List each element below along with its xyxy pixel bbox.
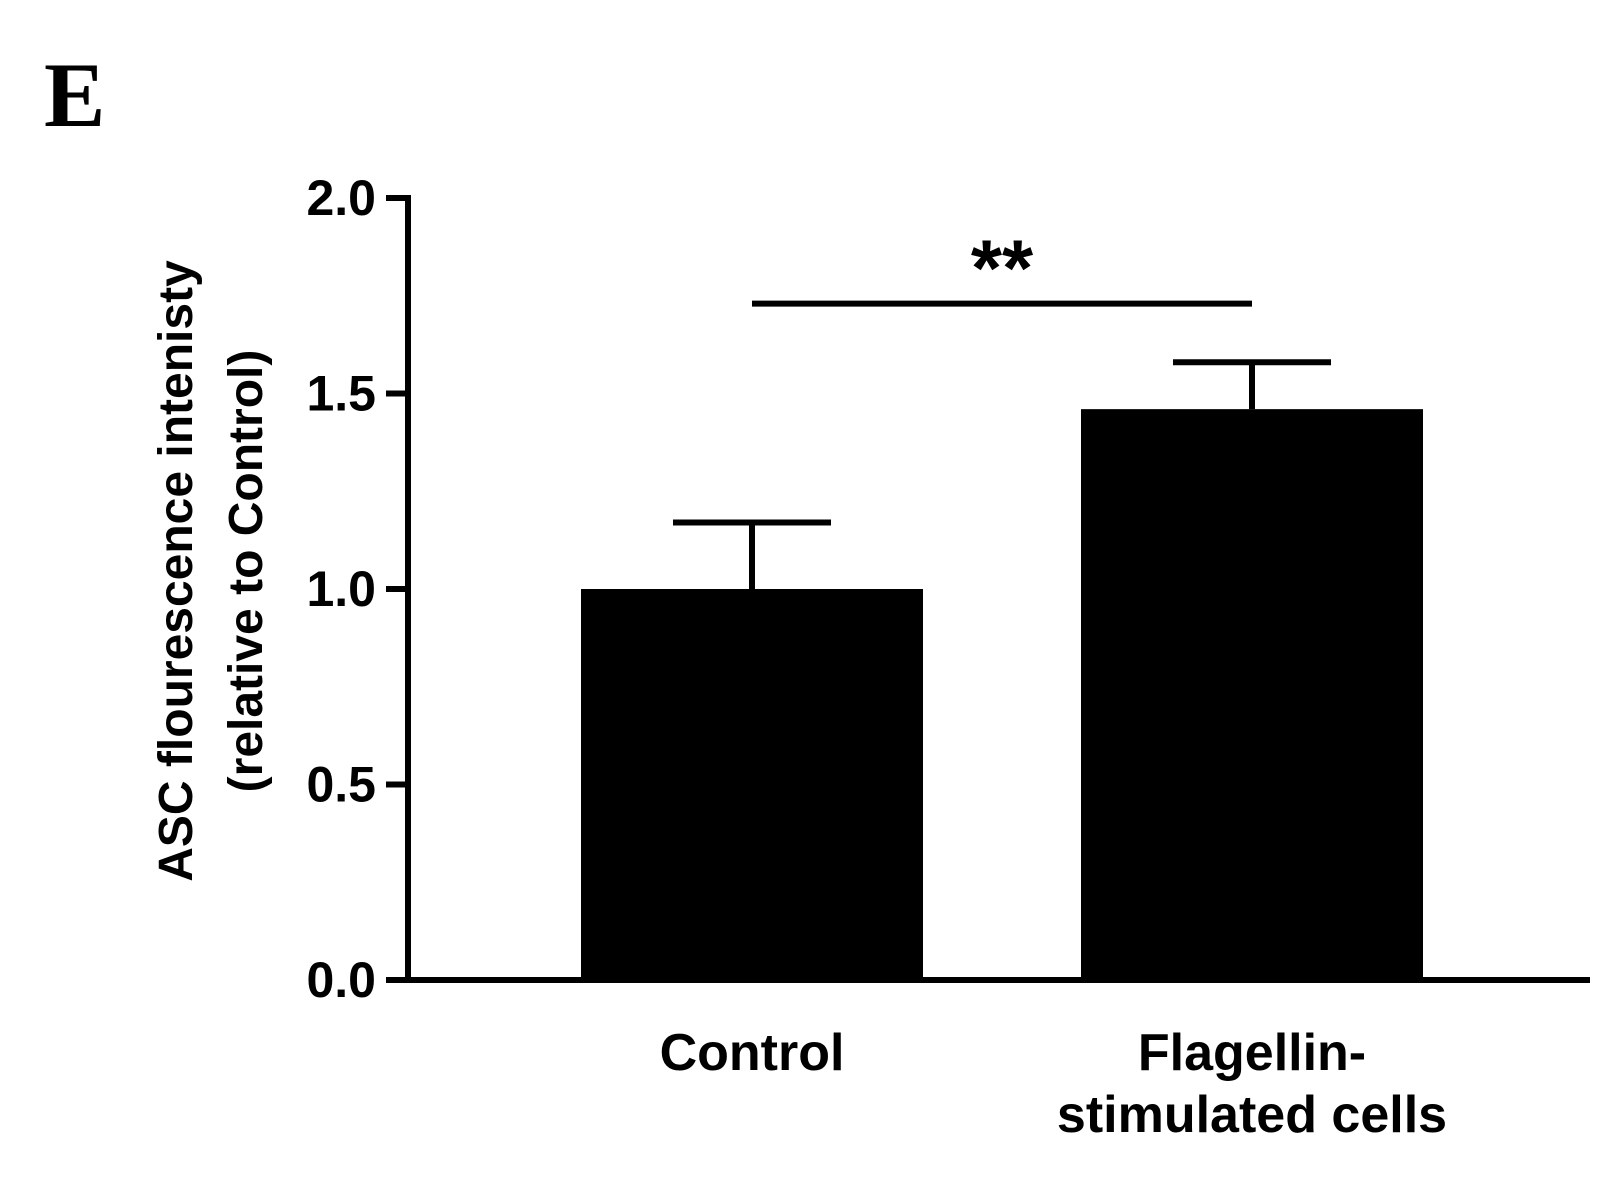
y-axis-label-line1: ASC flourescence intenisty [150,260,203,882]
x-category-label: Control [660,1024,845,1082]
x-category-label: Flagellin- [1138,1024,1366,1082]
y-axis-label-line2: (relative to Control) [220,350,273,793]
significance-label: ** [971,224,1034,313]
x-category-label: stimulated cells [1057,1086,1447,1144]
y-tick-label: 1.0 [306,561,376,617]
y-tick-label: 1.5 [306,366,376,422]
panel-label: E [44,44,105,146]
bar [581,589,923,980]
y-tick-label: 2.0 [306,170,376,226]
bar [1081,409,1423,980]
y-tick-label: 0.5 [306,757,376,813]
y-tick-label: 0.0 [306,952,376,1008]
